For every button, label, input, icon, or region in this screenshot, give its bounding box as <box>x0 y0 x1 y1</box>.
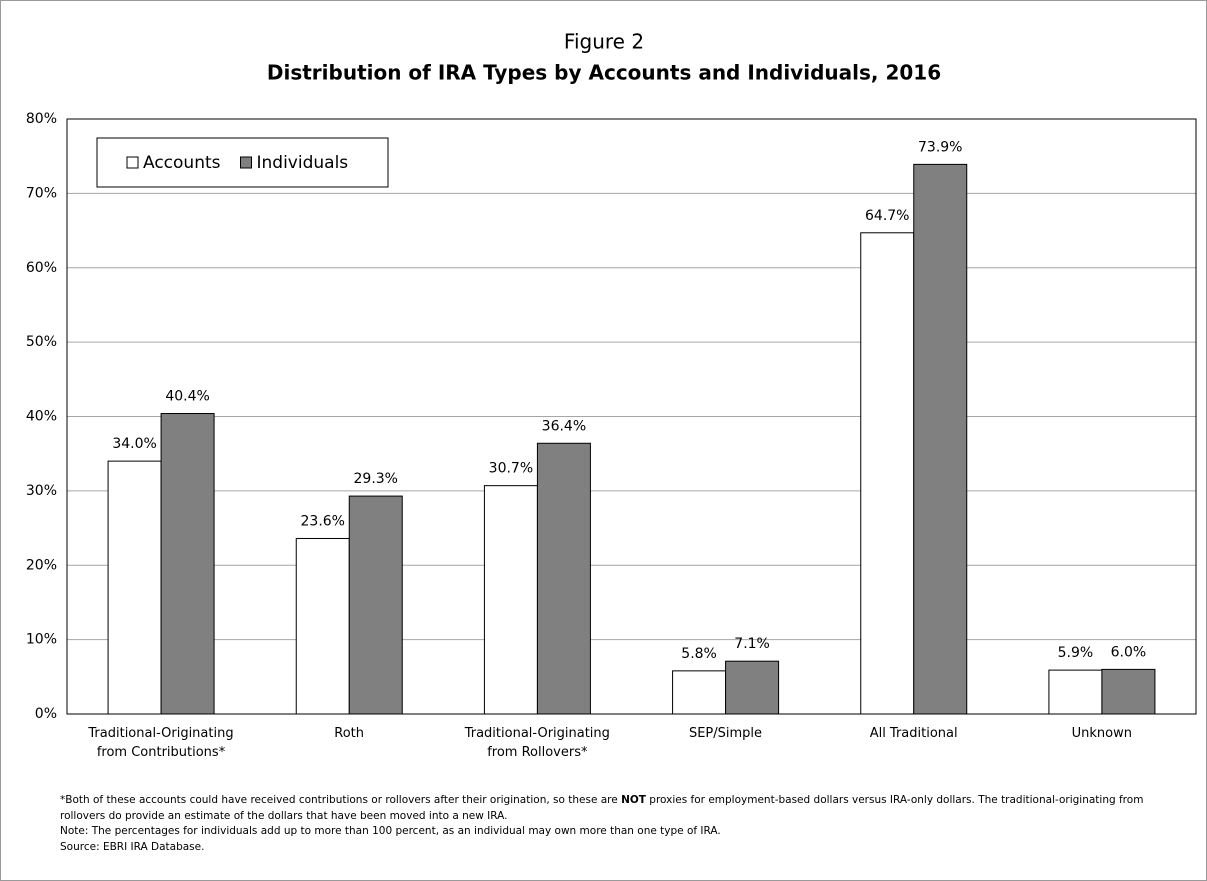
bar <box>348 495 403 715</box>
footnote-text: *Both of these accounts could have recei… <box>60 794 622 806</box>
bar <box>672 670 727 715</box>
value-label: 6.0% <box>1111 644 1147 660</box>
bar <box>295 537 350 715</box>
value-label: 5.9% <box>1058 645 1094 661</box>
footnote: *Both of these accounts could have recei… <box>60 793 1170 824</box>
value-label: 5.8% <box>681 646 717 662</box>
bar <box>860 232 915 715</box>
legend-label: Accounts <box>143 153 221 173</box>
value-label: 30.7% <box>489 461 533 477</box>
footnotes: *Both of these accounts could have recei… <box>60 793 1170 855</box>
bar <box>160 413 215 715</box>
legend-swatch <box>240 156 252 169</box>
bar <box>536 442 591 715</box>
chart-subtitle: Distribution of IRA Types by Accounts an… <box>267 61 941 85</box>
y-tick-label: 10% <box>26 632 57 648</box>
legend-swatch <box>126 156 139 169</box>
y-tick-label: 20% <box>26 557 57 573</box>
y-tick-label: 60% <box>26 260 57 276</box>
value-label: 29.3% <box>354 471 398 487</box>
y-tick-label: 50% <box>26 334 57 350</box>
x-tick-label: Traditional-Originating from Contributio… <box>88 726 234 760</box>
footnote-text: proxies for employment-based dollars ver… <box>60 794 1144 822</box>
value-label: 64.7% <box>865 208 909 224</box>
value-label: 73.9% <box>918 139 962 155</box>
bar <box>725 660 780 715</box>
y-tick-label: 40% <box>26 409 57 425</box>
value-label: 36.4% <box>542 418 586 434</box>
bar <box>107 460 162 715</box>
bar <box>483 485 538 715</box>
footnote-emphasis: NOT <box>621 794 646 806</box>
chart-title: Figure 2 <box>564 30 644 54</box>
value-label: 40.4% <box>165 389 209 405</box>
x-tick-label: Traditional-Originating from Rollovers* <box>464 726 610 760</box>
bar <box>913 163 968 715</box>
x-tick-label: Unknown <box>1071 726 1132 741</box>
legend-label: Individuals <box>257 153 349 173</box>
bar <box>1048 669 1103 715</box>
y-tick-label: 0% <box>35 706 57 722</box>
value-label: 7.1% <box>734 636 770 652</box>
plot-frame <box>66 118 1197 715</box>
x-tick-label: SEP/Simple <box>688 726 763 741</box>
y-tick-label: 30% <box>26 483 57 499</box>
x-tick-label: Roth <box>334 726 365 741</box>
value-label: 34.0% <box>112 436 156 452</box>
bar <box>1101 668 1156 715</box>
note: Note: The percentages for individuals ad… <box>60 825 721 837</box>
y-tick-label: 70% <box>26 185 57 201</box>
y-tick-label: 80% <box>26 111 57 127</box>
source: Source: EBRI IRA Database. <box>60 840 205 853</box>
x-tick-label: All Traditional <box>869 726 958 741</box>
value-label: 23.6% <box>301 513 345 529</box>
